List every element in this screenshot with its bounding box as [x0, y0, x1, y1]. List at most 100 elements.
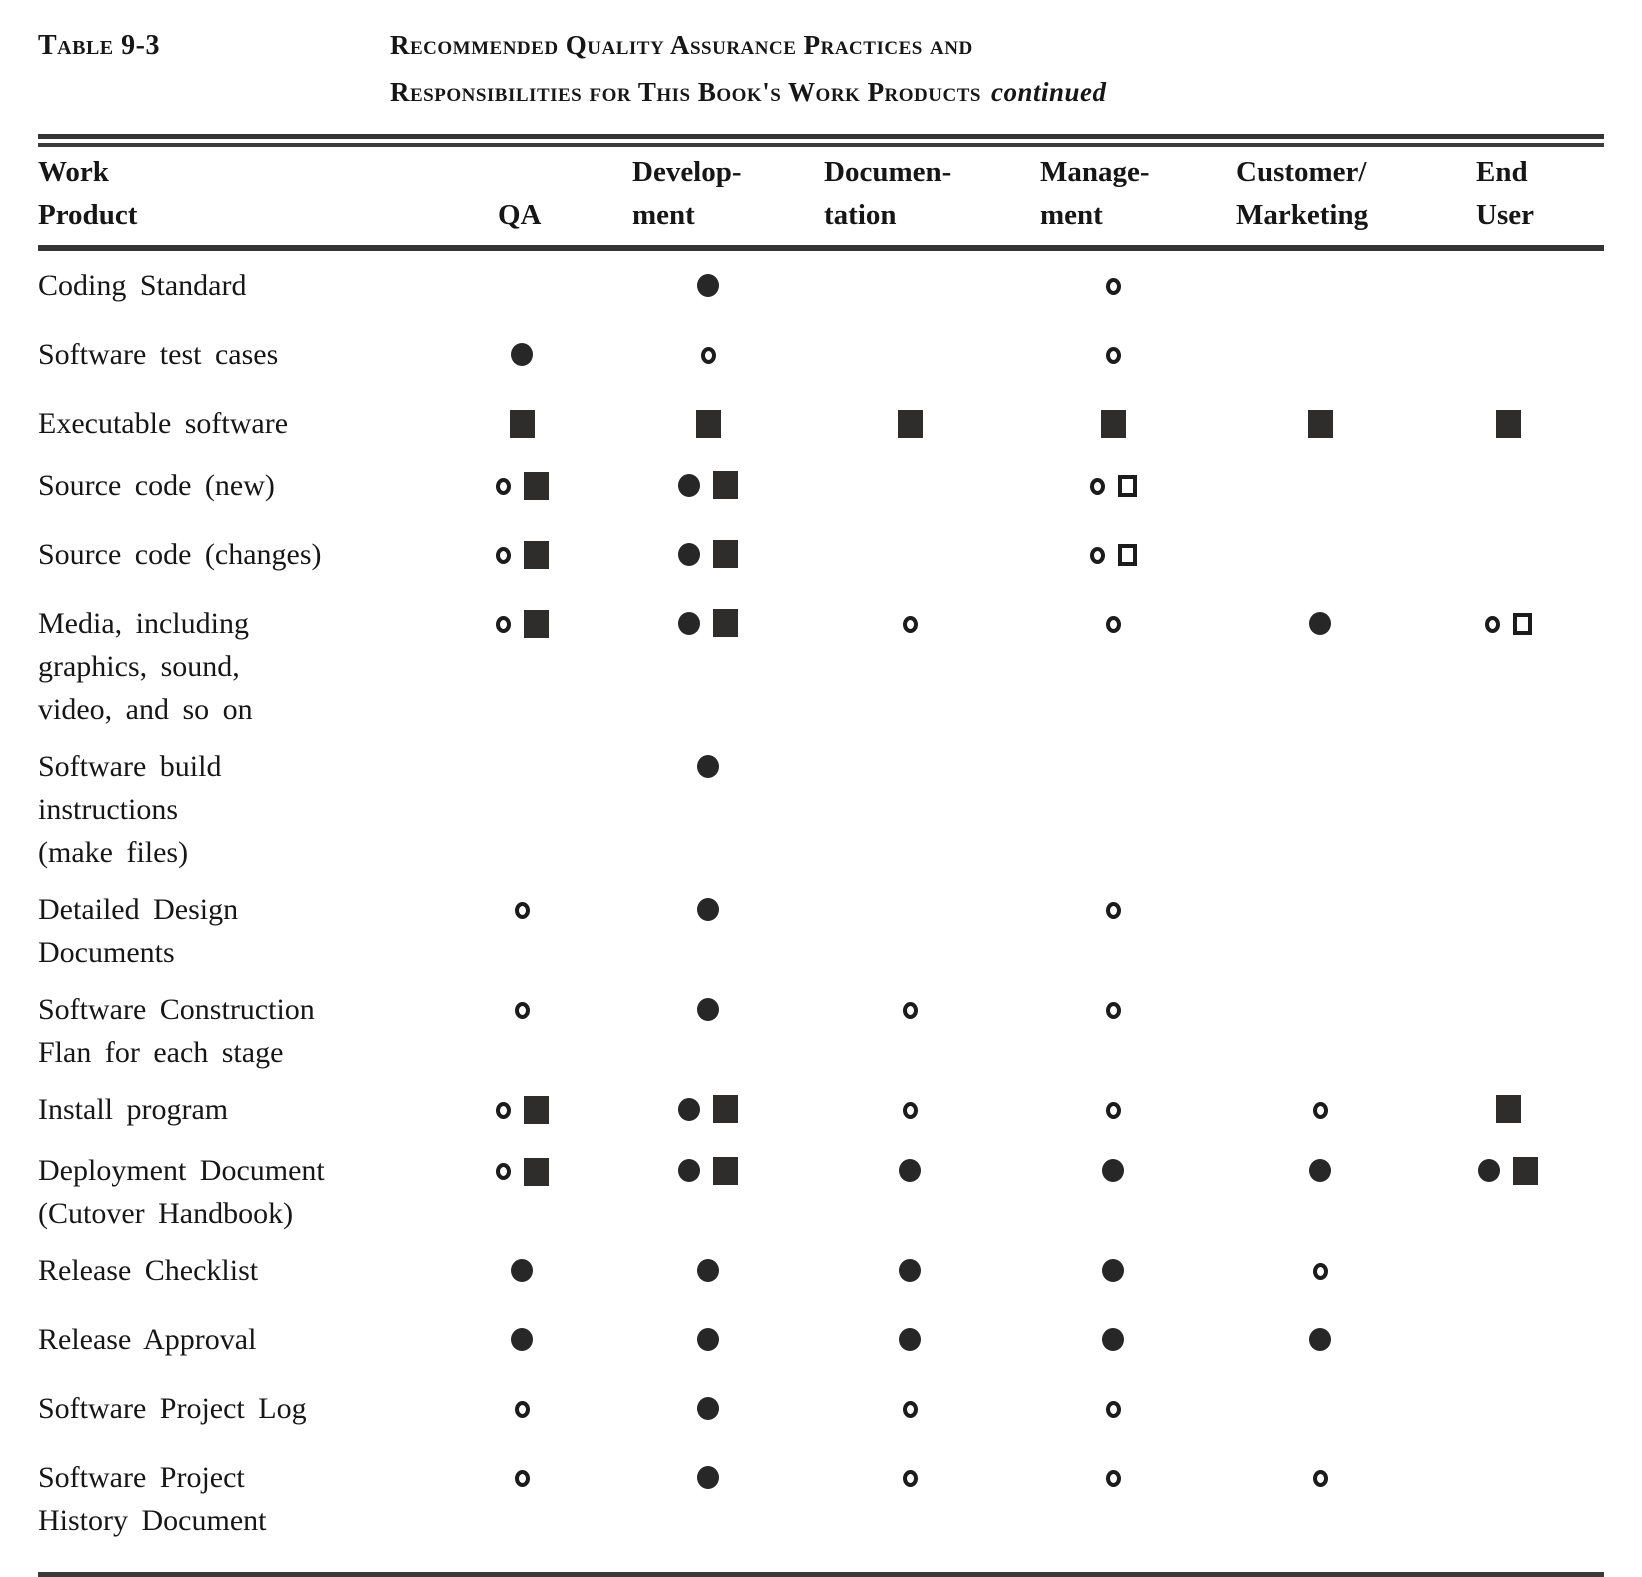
symbol-group: [490, 989, 554, 1032]
cell-customer-marketing: [1230, 402, 1470, 464]
cell-development: [630, 464, 820, 533]
filled-square-icon: [695, 409, 721, 438]
symbol-group: [1476, 1456, 1540, 1499]
open-circle-icon: [902, 1401, 918, 1418]
symbol-group: [676, 1318, 740, 1361]
symbol-group: [878, 1318, 942, 1361]
open-circle-icon: [1105, 347, 1121, 364]
column-header-development: Develop-ment: [630, 147, 820, 251]
cell-management: [1035, 602, 1230, 745]
filled-circle-icon: [697, 897, 719, 921]
filled-square-icon: [523, 541, 549, 569]
filled-circle-icon: [697, 997, 719, 1021]
cell-management: [1035, 464, 1230, 533]
open-square-icon: [1117, 544, 1137, 566]
open-circle-icon: [1089, 477, 1105, 495]
table-row: Deployment Document (Cutover Handbook): [38, 1149, 1604, 1249]
cell-development: [630, 745, 820, 888]
cell-end-user: [1470, 1387, 1604, 1456]
filled-circle-icon: [1478, 1159, 1500, 1182]
symbol-group: [1476, 402, 1540, 445]
symbol-group: [1476, 533, 1540, 576]
cell-documentation: [820, 888, 1035, 988]
work-product-label: Source code (changes): [38, 537, 322, 571]
cell-qa: [450, 745, 630, 888]
symbol-group: [1081, 465, 1145, 508]
filled-circle-icon: [1102, 1259, 1124, 1282]
symbol-group: [490, 1457, 554, 1500]
table-row: Detailed Design Documents: [38, 888, 1604, 988]
table-title-line1: Recommended Quality Assurance Practices …: [390, 30, 973, 60]
symbol-group: [1476, 888, 1540, 931]
cell-qa: [450, 1249, 630, 1318]
cell-development: [630, 888, 820, 988]
cell-customer-marketing: [1230, 988, 1470, 1088]
cell-end-user: [1470, 602, 1604, 745]
symbol-group: [878, 1249, 942, 1292]
open-circle-icon: [1105, 1101, 1121, 1119]
cell-development: [630, 248, 820, 333]
symbol-group: [490, 745, 554, 788]
symbol-group: [878, 745, 942, 788]
open-circle-icon: [495, 477, 511, 495]
symbol-group: [1081, 745, 1145, 788]
top-double-rule: [38, 134, 1604, 147]
filled-square-icon: [523, 472, 549, 500]
cell-qa: [450, 988, 630, 1088]
open-circle-icon: [1105, 901, 1121, 919]
cell-end-user: [1470, 1318, 1604, 1387]
cell-management: [1035, 1149, 1230, 1249]
symbol-group: [676, 1387, 740, 1430]
cell-management: [1035, 745, 1230, 888]
column-header-documentation: Documen-tation: [820, 147, 1035, 251]
work-product-label: Release Approval: [38, 1323, 257, 1356]
symbol-group: [490, 402, 554, 445]
symbol-group: [490, 1150, 554, 1193]
symbol-group: [1081, 1457, 1145, 1500]
cell-end-user: [1470, 888, 1604, 988]
symbol-group: [878, 464, 942, 507]
table-title: Recommended Quality Assurance Practices …: [390, 22, 1107, 116]
symbol-group: [1476, 1318, 1540, 1361]
cell-qa: [450, 1387, 630, 1456]
filled-circle-icon: [678, 1159, 700, 1182]
open-circle-icon: [495, 615, 511, 633]
symbol-group: [878, 1388, 942, 1431]
table-row: Source code (new): [38, 464, 1604, 533]
symbol-group: [490, 333, 554, 376]
cell-customer-marketing: [1230, 333, 1470, 402]
filled-circle-icon: [1309, 1328, 1331, 1351]
cell-documentation: [820, 333, 1035, 402]
open-square-icon: [1117, 475, 1137, 497]
cell-development: [630, 1456, 820, 1556]
filled-square-icon: [897, 409, 923, 438]
cell-qa: [450, 1456, 630, 1556]
work-product-label: Software Project Log: [38, 1392, 307, 1425]
symbol-group: [1476, 603, 1540, 646]
symbol-group: [1081, 1149, 1145, 1192]
cell-qa: [450, 402, 630, 464]
filled-circle-icon: [678, 611, 700, 635]
symbol-group: [1476, 988, 1540, 1031]
cell-end-user: [1470, 1456, 1604, 1556]
filled-circle-icon: [511, 343, 533, 366]
work-product-label: Executable software: [38, 407, 289, 440]
cell-documentation: [820, 1088, 1035, 1150]
cell-management: [1035, 333, 1230, 402]
symbol-group: [1081, 1318, 1145, 1361]
filled-circle-icon: [1309, 611, 1331, 635]
symbol-group: [1288, 988, 1352, 1031]
filled-square-icon: [713, 471, 738, 499]
table-title-line2-text: Responsibilities for This Book's Work Pr…: [390, 77, 981, 107]
filled-circle-icon: [899, 1159, 921, 1182]
symbol-group: [676, 533, 740, 576]
symbol-group: [1288, 1250, 1352, 1293]
symbol-group: [490, 264, 554, 307]
symbol-group: [1081, 1249, 1145, 1292]
cell-development: [630, 602, 820, 745]
symbol-group: [490, 1318, 554, 1361]
filled-circle-icon: [697, 1397, 719, 1420]
filled-circle-icon: [678, 1097, 700, 1121]
table-row: Software test cases: [38, 333, 1604, 402]
work-product-label: Software build instructions (make files): [38, 749, 222, 869]
